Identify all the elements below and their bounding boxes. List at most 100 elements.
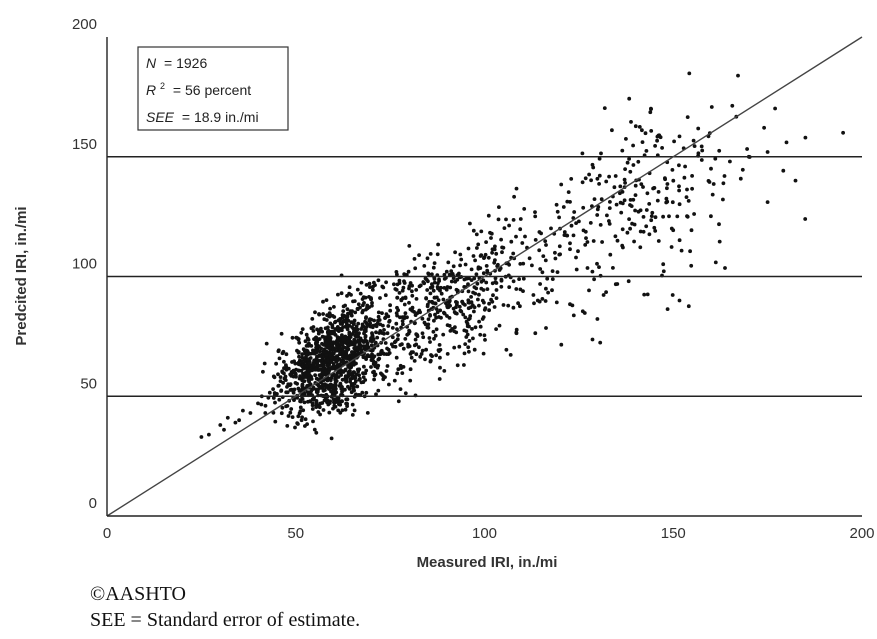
data-point: [319, 384, 323, 389]
data-point: [300, 415, 304, 420]
data-point: [583, 229, 588, 234]
data-point: [736, 73, 740, 78]
data-point: [649, 218, 654, 223]
data-point: [431, 265, 436, 270]
data-point: [333, 320, 337, 325]
data-point: [314, 335, 318, 340]
data-point: [597, 265, 601, 269]
data-point: [590, 269, 595, 274]
data-point: [407, 328, 411, 333]
data-point: [315, 390, 319, 394]
data-point: [527, 256, 532, 261]
data-point: [532, 301, 536, 306]
data-point: [356, 350, 360, 355]
data-point: [364, 324, 369, 329]
data-point: [509, 239, 514, 244]
data-point: [564, 233, 569, 238]
data-point: [464, 329, 469, 333]
data-point: [784, 140, 789, 145]
data-point: [424, 347, 428, 352]
data-point: [285, 424, 290, 428]
data-point: [644, 208, 649, 212]
data-point: [300, 327, 305, 331]
data-point: [568, 241, 572, 246]
data-point: [641, 185, 645, 189]
data-point: [419, 352, 424, 356]
data-point: [333, 380, 338, 385]
data-point: [555, 270, 560, 274]
data-point: [561, 205, 566, 209]
data-point: [514, 331, 519, 336]
data-point: [437, 277, 441, 282]
data-point: [540, 270, 545, 275]
data-point: [803, 217, 808, 221]
data-point: [332, 315, 337, 319]
data-point: [370, 331, 374, 336]
data-point: [353, 310, 358, 315]
data-point: [425, 304, 430, 309]
data-point: [623, 181, 627, 185]
data-point: [671, 178, 676, 183]
data-point: [514, 186, 519, 191]
data-point: [430, 272, 434, 277]
data-point: [709, 214, 713, 219]
data-point: [361, 308, 365, 313]
x-tick-label: 0: [103, 525, 111, 542]
data-point: [620, 201, 625, 206]
data-point: [457, 344, 462, 349]
data-point: [400, 319, 405, 323]
data-point: [485, 268, 490, 273]
data-point: [360, 325, 365, 329]
data-point: [331, 362, 336, 366]
data-point: [467, 339, 472, 343]
data-point: [627, 217, 631, 222]
data-point: [385, 364, 390, 368]
data-point: [328, 353, 332, 358]
data-point: [481, 278, 486, 283]
data-point: [648, 110, 653, 115]
data-point: [424, 296, 429, 301]
data-point: [533, 214, 538, 219]
data-point: [319, 354, 323, 358]
data-point: [398, 315, 402, 320]
data-point: [675, 214, 680, 219]
data-point: [372, 318, 376, 323]
data-point: [409, 350, 414, 354]
data-point: [677, 163, 681, 168]
data-point: [259, 402, 264, 407]
data-point: [361, 375, 366, 379]
data-point: [320, 329, 324, 334]
data-point: [543, 299, 548, 303]
data-point: [326, 363, 331, 368]
data-point: [600, 240, 604, 244]
data-point: [469, 267, 474, 272]
data-point: [448, 329, 453, 333]
data-point: [237, 418, 242, 423]
data-point: [690, 186, 694, 191]
data-point: [486, 255, 491, 260]
data-point: [543, 258, 548, 263]
data-point: [428, 358, 433, 363]
data-point: [458, 308, 463, 313]
data-point: [442, 369, 447, 373]
data-point: [475, 281, 480, 286]
data-point: [357, 331, 361, 336]
data-point: [199, 435, 204, 439]
data-point: [622, 177, 627, 182]
data-point: [484, 280, 489, 285]
data-point: [267, 390, 272, 395]
data-point: [537, 248, 542, 253]
data-point: [294, 335, 299, 340]
data-point: [604, 179, 609, 184]
data-point: [615, 282, 620, 286]
data-point: [553, 250, 557, 255]
stat-n-value: = 1926: [164, 55, 207, 71]
data-point: [633, 183, 638, 188]
data-point: [431, 288, 436, 293]
data-point: [305, 357, 310, 362]
data-point: [399, 297, 404, 302]
data-point: [455, 300, 459, 305]
data-point: [591, 165, 596, 170]
data-point: [517, 277, 521, 281]
data-point: [607, 219, 611, 223]
